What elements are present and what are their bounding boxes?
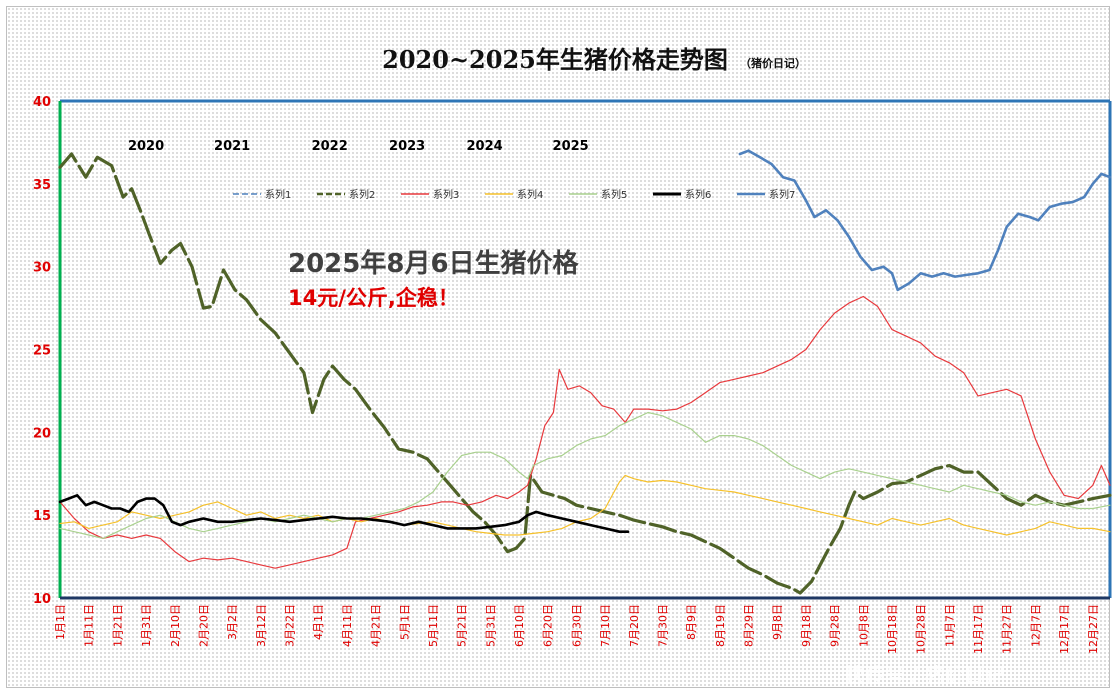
y-tick-label: 20 (33, 426, 51, 441)
x-tick-label: 10月28日 (915, 604, 928, 654)
series-line-2 (58, 152, 1112, 595)
x-tick-label: 8月9日 (685, 604, 698, 640)
x-tick-label: 1月11日 (83, 604, 96, 647)
x-tick-label: 8月29日 (743, 604, 756, 647)
x-tick-label: 9月28日 (829, 604, 842, 647)
year-label: 2023 (389, 139, 425, 154)
year-label: 2024 (466, 139, 502, 154)
x-tick-label: 1月1日 (54, 604, 67, 640)
legend-label: 系列7 (769, 188, 795, 201)
x-tick-label: 1月21日 (111, 604, 124, 647)
series-line-5 (59, 411, 1111, 539)
y-tick-label: 30 (33, 261, 51, 276)
chart-subtitle: （猪价日记） (740, 56, 806, 70)
x-tick-labels: 1月1日 1月11日 1月21日 1月31日 2月10日 2月20日 3月2日 3月12日 3月… (54, 604, 1100, 654)
x-tick-label: 11月7日 (943, 604, 956, 647)
x-tick-label: 9月18日 (800, 604, 813, 647)
x-tick-label: 5月31日 (484, 604, 497, 647)
legend-label: 系列3 (433, 188, 459, 201)
x-tick-label: 2月20日 (197, 604, 210, 647)
legend-label: 系列5 (601, 188, 627, 201)
x-tick-label: 12月7日 (1029, 604, 1042, 647)
x-tick-label: 12月17日 (1058, 604, 1071, 654)
series-line-4 (59, 474, 1111, 536)
y-tick-labels: 10 15 20 25 30 35 40 (33, 95, 51, 607)
x-tick-label: 6月30日 (570, 604, 583, 647)
series-lines (58, 149, 1112, 595)
x-tick-label: 3月2日 (226, 604, 239, 640)
x-tick-label: 5月11日 (427, 604, 440, 647)
x-tick-label: 7月20日 (628, 604, 641, 647)
x-tick-label: 9月8日 (771, 604, 784, 640)
year-label: 2021 (214, 139, 250, 154)
year-label: 2025 (553, 139, 589, 154)
year-label: 2020 (128, 139, 164, 154)
y-tick-label: 25 (33, 344, 51, 359)
legend-label: 系列6 (685, 188, 711, 201)
legend-label: 系列1 (265, 188, 291, 201)
x-tick-label: 3月12日 (255, 604, 268, 647)
x-tick-label: 10月18日 (886, 604, 899, 654)
x-tick-label: 11月27日 (1001, 604, 1014, 654)
x-tick-label: 4月11日 (341, 604, 354, 647)
x-tick-label: 4月21日 (370, 604, 383, 647)
legend-label: 系列2 (349, 188, 375, 201)
y-tick-label: 35 (33, 178, 51, 193)
y-tick-label: 10 (33, 592, 51, 607)
annotation-date: 2025年8月6日生猪价格 (288, 248, 580, 279)
x-tick-label: 7月10日 (599, 604, 612, 647)
legend-label: 系列4 (517, 188, 543, 201)
x-tick-label: 12月27日 (1087, 604, 1100, 654)
x-tick-label: 2月10日 (169, 604, 182, 647)
x-tick-label: 10月8日 (857, 604, 870, 647)
watermark: 快传号 / 猪价日记 (845, 663, 1004, 687)
x-tick-label: 1月31日 (140, 604, 153, 647)
x-tick-label: 11月17日 (972, 604, 985, 654)
x-tick-label: 3月22日 (284, 604, 297, 647)
x-tick-label: 5月1日 (398, 604, 411, 640)
y-tick-label: 15 (33, 509, 51, 524)
annotation-price: 14元/公斤,企稳！ (288, 286, 459, 310)
series-line-7 (738, 149, 1112, 292)
x-tick-label: 6月10日 (513, 604, 526, 647)
y-tick-label: 40 (33, 95, 51, 110)
x-tick-label: 4月1日 (312, 604, 325, 640)
x-tick-label: 8月19日 (714, 604, 727, 647)
x-tick-label: 5月21日 (456, 604, 469, 647)
legend: 系列1 系列2 系列3 系列4 系列5 系列6 系列7 (233, 188, 795, 201)
x-tick-label: 7月30日 (656, 604, 669, 647)
x-tick-label: 6月20日 (542, 604, 555, 647)
series-line-6 (58, 494, 630, 533)
year-labels: 2020 2021 2022 2023 2024 2025 (128, 139, 589, 154)
series-line-3 (59, 295, 1111, 569)
year-label: 2022 (312, 139, 348, 154)
chart-title: 2020~2025年生猪价格走势图 (382, 45, 728, 74)
